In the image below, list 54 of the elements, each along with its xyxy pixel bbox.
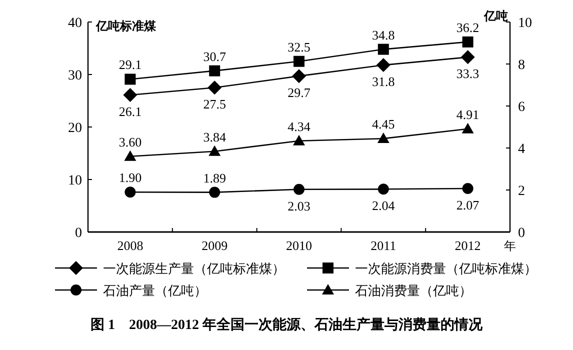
data-label: 31.8 [372, 74, 395, 90]
data-label: 34.8 [372, 27, 395, 42]
y2-tick-label: 4 [518, 142, 525, 157]
y2-tick-label: 6 [518, 100, 525, 115]
data-label: 32.5 [288, 39, 310, 54]
x-tick-label: 2012 [454, 238, 481, 253]
point [376, 58, 390, 72]
data-label: 4.45 [372, 116, 395, 132]
data-label: 29.7 [288, 85, 311, 100]
y-tick-label: 30 [68, 68, 82, 84]
data-label: 2.04 [372, 198, 396, 214]
data-label: 1.90 [118, 170, 142, 186]
data-label: 4.34 [288, 118, 311, 134]
y2-tick-label: 0 [518, 226, 525, 241]
point [123, 88, 138, 102]
text: 图 1 2008—2012 年全国一次能源、石油生产量与消费量的情况 [90, 316, 484, 333]
data-label: 36.2 [456, 20, 480, 35]
data-label: 1.89 [203, 170, 226, 186]
y2-tick-label: 2 [518, 184, 525, 199]
point [462, 36, 474, 48]
y-tick-label: 40 [68, 16, 82, 31]
data-label: 30.7 [203, 48, 226, 64]
data-label: 26.1 [118, 104, 142, 119]
x-axis-title: 年 [504, 239, 516, 253]
data-label: 3.60 [118, 134, 142, 150]
legend-label: 石油产量（亿吨） [103, 283, 207, 298]
data-label: 29.1 [118, 57, 142, 72]
point [292, 69, 306, 84]
x-tick-label: 2008 [117, 238, 144, 253]
legend-label: 一次能源生产量（亿吨标准煤） [103, 261, 285, 276]
data-label: 4.91 [456, 106, 480, 122]
legend-label: 石油消费量（亿吨） [355, 283, 472, 298]
point [378, 44, 389, 55]
point [208, 80, 222, 95]
data-label: 3.84 [203, 129, 226, 144]
x-tick-label: 2010 [286, 238, 312, 253]
data-label: 33.3 [456, 66, 480, 82]
y-axis-title: 亿吨标准煤 [95, 19, 157, 33]
point [209, 65, 220, 76]
point [460, 50, 475, 64]
y2-axis-title: 亿吨 [483, 9, 508, 23]
point [124, 74, 136, 85]
y-tick-label: 0 [75, 226, 82, 241]
y2-tick-label: 8 [518, 58, 525, 73]
y-tick-label: 20 [68, 121, 82, 136]
x-tick-label: 2011 [370, 238, 396, 253]
data-label: 2.07 [456, 198, 480, 213]
legend-label: 一次能源消费量（亿吨标准煤） [355, 261, 537, 276]
y-tick-label: 10 [68, 174, 82, 188]
x-tick-label: 2009 [202, 238, 228, 253]
data-label: 27.5 [203, 96, 226, 112]
point [294, 56, 304, 67]
y2-tick-label: 10 [518, 16, 532, 31]
data-label: 2.03 [288, 198, 310, 214]
